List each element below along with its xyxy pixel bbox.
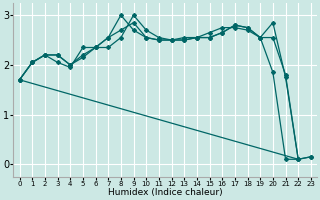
X-axis label: Humidex (Indice chaleur): Humidex (Indice chaleur) [108, 188, 222, 197]
